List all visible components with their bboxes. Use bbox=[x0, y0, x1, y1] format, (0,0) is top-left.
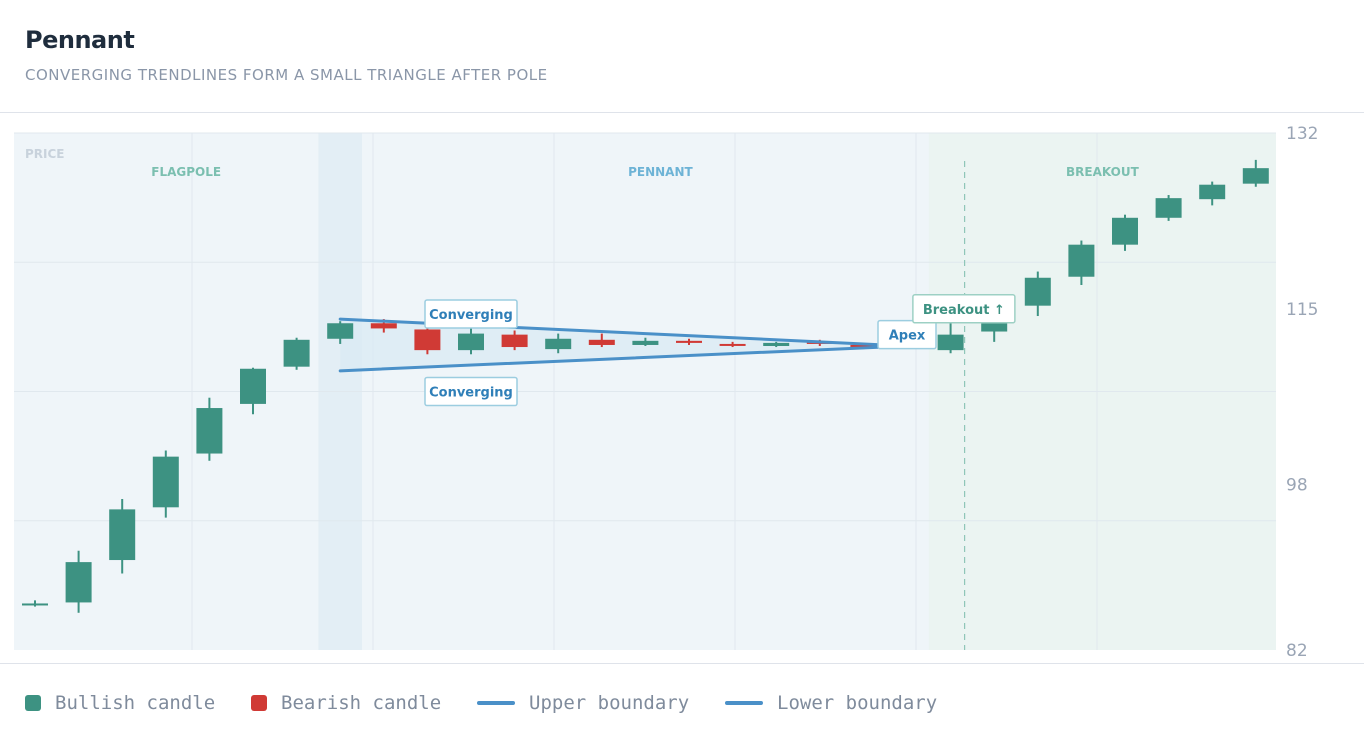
legend-label-upper: Upper boundary bbox=[529, 692, 690, 714]
candle-body bbox=[719, 343, 746, 346]
candle-4 bbox=[196, 397, 223, 461]
candle-body bbox=[1155, 198, 1182, 218]
legend: Bullish candle Bearish candle Upper boun… bbox=[0, 663, 1364, 737]
candle-body bbox=[22, 603, 48, 606]
candle-body bbox=[1068, 244, 1095, 277]
y-tick-label-0: 82 bbox=[1286, 641, 1308, 661]
y-tick-label-3: 132 bbox=[1286, 124, 1318, 144]
legend-item-lower: Lower boundary bbox=[725, 692, 937, 714]
annotation-box bbox=[424, 376, 518, 407]
candle-5 bbox=[240, 367, 266, 415]
legend-label-bullish: Bullish candle bbox=[55, 692, 216, 714]
y-tick-label-1: 98 bbox=[1286, 476, 1308, 496]
candle-body bbox=[370, 323, 397, 329]
candle-26 bbox=[1155, 195, 1182, 221]
candle-body bbox=[283, 339, 310, 367]
lower-boundary-line bbox=[338, 344, 909, 373]
candle-body bbox=[196, 408, 223, 454]
candle-body bbox=[676, 340, 702, 343]
pennant-triangle-fill bbox=[340, 319, 907, 371]
candle-2 bbox=[109, 499, 136, 574]
candle-6 bbox=[283, 337, 310, 370]
lower-line-swatch bbox=[725, 701, 763, 705]
y-tick-label-2: 115 bbox=[1286, 300, 1318, 320]
candle-body bbox=[240, 368, 266, 404]
candle-23 bbox=[1024, 271, 1051, 317]
candle-body bbox=[501, 334, 528, 348]
candle-body bbox=[414, 329, 441, 351]
legend-item-bearish: Bearish candle bbox=[251, 692, 441, 714]
candle-25 bbox=[1112, 214, 1138, 251]
page-subtitle: CONVERGING TRENDLINES FORM A SMALL TRIAN… bbox=[25, 66, 548, 84]
annotation-3: Breakout ↑ bbox=[912, 294, 1016, 324]
legend-item-bullish: Bullish candle bbox=[25, 692, 215, 714]
candle-body bbox=[327, 323, 354, 339]
candle-body bbox=[1199, 184, 1226, 200]
upper-line-swatch bbox=[477, 701, 515, 705]
legend-label-bearish: Bearish candle bbox=[281, 692, 442, 714]
annotation-box bbox=[424, 299, 518, 329]
annotation-label: Converging bbox=[429, 386, 513, 401]
candle-0 bbox=[22, 600, 48, 607]
candle-body bbox=[545, 338, 572, 350]
page-title: Pennant bbox=[25, 26, 135, 54]
annotation-label: Breakout ↑ bbox=[923, 303, 1005, 318]
annotation-1: Converging bbox=[424, 376, 518, 407]
candle-3 bbox=[152, 450, 179, 518]
annotation-box bbox=[877, 319, 937, 350]
candle-body bbox=[152, 456, 179, 508]
candle-body bbox=[1242, 168, 1269, 184]
candle-11 bbox=[501, 330, 528, 351]
y-axis-label: PRICE bbox=[25, 147, 65, 161]
bullish-swatch bbox=[25, 695, 41, 711]
candle-body bbox=[588, 339, 615, 345]
candle-24 bbox=[1068, 240, 1095, 285]
candle-body bbox=[850, 344, 877, 348]
candle-1 bbox=[65, 550, 92, 613]
candle-12 bbox=[545, 333, 572, 354]
annotation-box bbox=[912, 294, 1016, 324]
candle-17 bbox=[763, 341, 790, 348]
candle-body bbox=[1112, 217, 1138, 245]
candle-body bbox=[65, 562, 92, 603]
bearish-swatch bbox=[251, 695, 267, 711]
candle-body bbox=[458, 333, 484, 351]
candle-body bbox=[937, 334, 964, 351]
candle-body bbox=[763, 342, 790, 347]
candle-7 bbox=[327, 321, 354, 344]
candle-21 bbox=[937, 323, 964, 354]
annotation-0: Converging bbox=[424, 299, 518, 329]
chart-area: 82 98 115 132 PRICE FLAGPOLE PENNANT BREAKOUT Co… bbox=[0, 113, 1364, 663]
candle-13 bbox=[588, 333, 615, 348]
annotation-label: Converging bbox=[429, 308, 513, 323]
candle-14 bbox=[632, 337, 659, 347]
legend-label-lower: Lower boundary bbox=[777, 692, 938, 714]
candle-body bbox=[1024, 277, 1051, 306]
annotation-2: Apex bbox=[877, 319, 937, 350]
candle-10 bbox=[458, 326, 484, 355]
legend-item-upper: Upper boundary bbox=[477, 692, 689, 714]
candle-15 bbox=[676, 338, 702, 345]
phase-label-flagpole: FLAGPOLE bbox=[151, 165, 221, 179]
phase-label-pennant: PENNANT bbox=[628, 165, 693, 179]
candle-body bbox=[109, 509, 136, 561]
candle-28 bbox=[1242, 159, 1269, 187]
phase-label-breakout: BREAKOUT bbox=[1066, 165, 1140, 179]
candlestick-chart: 82 98 115 132 PRICE FLAGPOLE PENNANT BREAKOUT Co… bbox=[14, 124, 1318, 661]
candle-16 bbox=[719, 341, 746, 348]
candle-27 bbox=[1199, 181, 1226, 206]
chart-header: Pennant CONVERGING TRENDLINES FORM A SMA… bbox=[0, 0, 1364, 113]
annotation-label: Apex bbox=[889, 329, 926, 344]
candle-body bbox=[632, 340, 659, 345]
